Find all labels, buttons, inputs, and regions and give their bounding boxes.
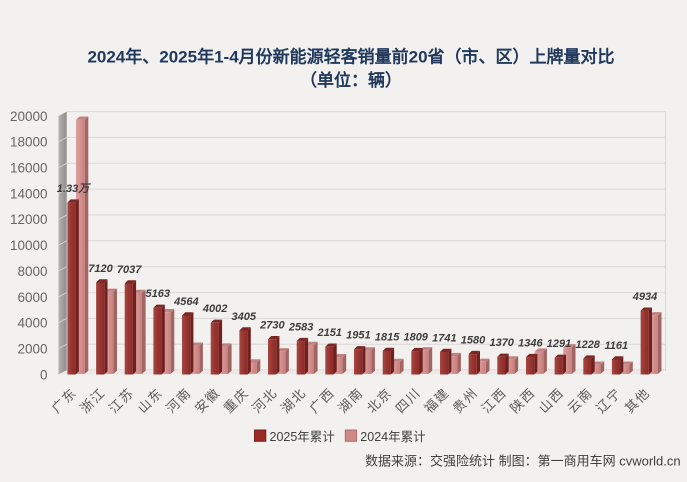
svg-text:0: 0 xyxy=(40,367,48,382)
svg-text:1.33万: 1.33万 xyxy=(57,183,91,195)
svg-text:1370: 1370 xyxy=(489,337,514,349)
svg-text:1741: 1741 xyxy=(432,332,456,344)
svg-text:2025年累计: 2025年累计 xyxy=(270,430,335,444)
svg-text:2730: 2730 xyxy=(259,320,285,332)
svg-text:14000: 14000 xyxy=(10,186,48,201)
svg-text:1346: 1346 xyxy=(518,338,543,350)
svg-text:7120: 7120 xyxy=(88,263,113,275)
svg-text:（单位：辆）: （单位：辆） xyxy=(300,70,402,90)
svg-text:7037: 7037 xyxy=(117,264,142,276)
svg-text:1815: 1815 xyxy=(375,331,400,343)
svg-text:1951: 1951 xyxy=(346,330,370,342)
svg-text:1580: 1580 xyxy=(461,335,486,347)
svg-text:2000: 2000 xyxy=(17,341,47,356)
svg-text:10000: 10000 xyxy=(10,238,48,253)
svg-text:2024年累计: 2024年累计 xyxy=(360,430,425,444)
svg-text:4000: 4000 xyxy=(17,316,47,331)
svg-text:2583: 2583 xyxy=(288,322,313,334)
svg-text:16000: 16000 xyxy=(10,161,48,176)
svg-text:1809: 1809 xyxy=(403,332,428,344)
svg-text:1228: 1228 xyxy=(575,339,600,351)
svg-text:数据来源：交强险统计 制图：第一商用车网 cvworld.c: 数据来源：交强险统计 制图：第一商用车网 cvworld.cn xyxy=(365,454,681,469)
svg-text:5163: 5163 xyxy=(146,288,170,300)
svg-text:6000: 6000 xyxy=(17,290,47,305)
svg-text:8000: 8000 xyxy=(17,264,47,279)
svg-text:2151: 2151 xyxy=(316,327,341,339)
svg-text:18000: 18000 xyxy=(10,135,48,150)
svg-text:12000: 12000 xyxy=(10,212,48,227)
svg-text:20000: 20000 xyxy=(10,109,48,124)
svg-text:4934: 4934 xyxy=(632,291,657,303)
svg-text:4564: 4564 xyxy=(173,296,198,308)
svg-text:1161: 1161 xyxy=(604,340,628,352)
svg-text:2024年、2025年1-4月份新能源轻客销量前20省（市、: 2024年、2025年1-4月份新能源轻客销量前20省（市、区）上牌量对比 xyxy=(87,47,614,67)
svg-text:3405: 3405 xyxy=(232,311,257,323)
svg-text:1291: 1291 xyxy=(547,338,571,350)
svg-text:4002: 4002 xyxy=(202,303,227,315)
